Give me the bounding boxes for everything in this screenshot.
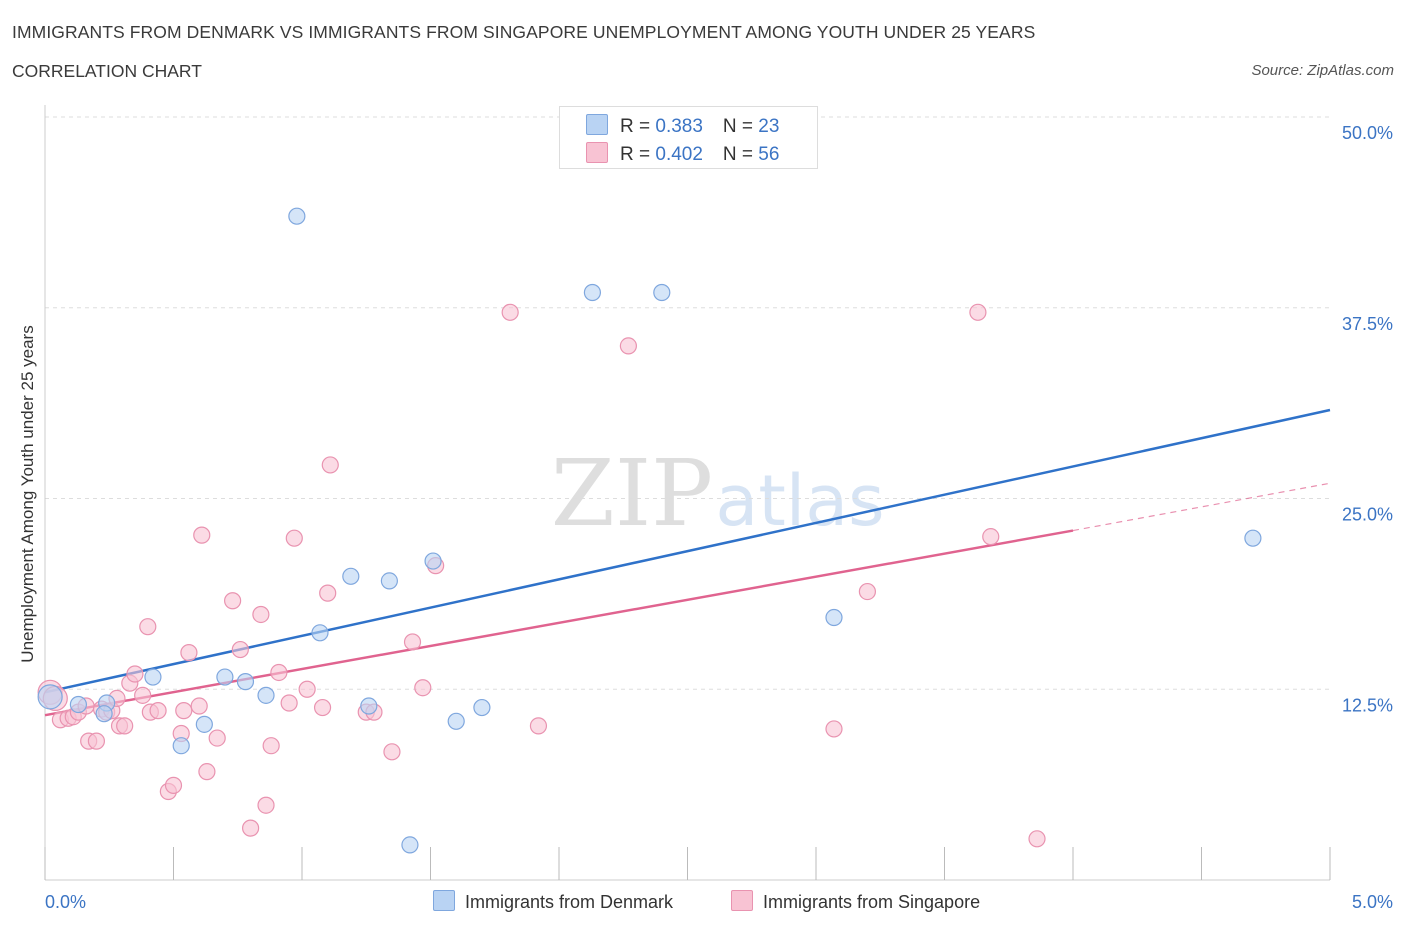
singapore-point-20 [149,702,167,720]
denmark-point-17 [447,712,465,730]
singapore-point-28 [198,763,216,781]
denmark-point-22 [1244,529,1262,547]
denmark-point-13 [360,697,378,715]
legend-label-singapore: Immigrants from Singapore [763,892,981,912]
denmark-point-5 [172,737,190,755]
singapore-swatch [586,142,608,163]
tick-labels: 12.5% 25.0% 37.5% 50.0% 0.0% 5.0% [45,123,1393,912]
singapore-point-18 [139,618,157,636]
legend-item-denmark: Immigrants from Denmark [433,890,673,913]
denmark-point-11 [311,624,329,642]
singapore-point-35 [262,737,280,755]
singapore-point-31 [231,640,249,659]
singapore-point-50 [529,717,548,735]
singapore-point-27 [193,526,211,544]
singapore-n-label: N = [722,144,759,165]
singapore-point-56 [1028,830,1046,848]
denmark-point-10 [288,207,306,225]
x-tick-label-1: 5.0% [1352,892,1393,912]
singapore-trend-extension [1072,482,1331,532]
singapore-point-42 [321,456,339,474]
singapore-point-41 [319,584,337,602]
singapore-n-value: 56 [758,144,780,165]
denmark-point-21 [825,608,843,627]
singapore-point-39 [298,680,316,698]
singapore-point-54 [969,303,987,321]
singapore-point-34 [257,796,275,814]
legend-swatch-denmark [433,890,455,911]
data-points [37,207,1262,854]
singapore-point-49 [501,303,519,321]
y-axis-label: Unemployment Among Youth under 25 years [18,325,37,663]
singapore-point-51 [619,337,637,355]
singapore-point-22 [164,776,183,794]
singapore-point-17 [134,686,152,704]
singapore-point-16 [126,665,144,683]
watermark-zip: ZIP [551,440,713,547]
singapore-point-32 [242,819,260,837]
denmark-point-20 [653,283,671,302]
y-tick-label-0: 12.5% [1342,695,1393,715]
denmark-point-1 [69,695,88,714]
singapore-point-37 [280,694,298,712]
singapore-point-25 [180,644,198,662]
singapore-point-30 [224,592,242,610]
legend-label-denmark: Immigrants from Denmark [465,892,674,912]
trend-lines [44,408,1331,717]
stats-legend: R = 0.383 N = 23 R = 0.402 N = 56 [559,106,818,169]
singapore-point-55 [982,528,1000,546]
singapore-point-33 [252,605,270,624]
denmark-r-label: R = [620,116,656,137]
axes [44,105,1331,881]
denmark-point-14 [380,572,398,590]
singapore-point-38 [285,529,303,547]
singapore-point-46 [403,633,422,651]
singapore-point-47 [414,679,432,697]
singapore-point-29 [208,729,226,747]
y-tick-label-3: 50.0% [1342,123,1393,143]
singapore-point-14 [116,717,134,735]
legend-swatch-singapore [731,890,753,911]
legend-row-denmark: R = 0.383 N = 23 [586,114,779,138]
denmark-point-19 [583,283,602,302]
singapore-point-40 [313,698,332,717]
legend-row-singapore: R = 0.402 N = 56 [586,142,779,166]
denmark-n-value: 23 [758,116,780,137]
chart-subtitle: CORRELATION CHART [12,61,202,81]
singapore-point-52 [825,720,843,738]
chart-title: IMMIGRANTS FROM DENMARK VS IMMIGRANTS FR… [12,22,1036,42]
denmark-point-4 [144,668,162,686]
denmark-point-3 [95,705,113,723]
singapore-point-36 [270,663,288,682]
denmark-point-7 [216,668,234,686]
y-tick-label-2: 37.5% [1342,314,1393,334]
y-tick-label-1: 25.0% [1342,505,1393,525]
denmark-point-6 [195,715,213,733]
denmark-point-15 [401,836,419,854]
watermark-atlas: atlas [715,460,884,542]
singapore-point-8 [87,732,106,750]
denmark-r-value: 0.383 [655,116,703,137]
singapore-point-45 [383,743,401,761]
singapore-point-26 [190,697,208,715]
singapore-point-53 [858,582,877,601]
denmark-trend-line [44,408,1331,694]
source-credit: Source: ZipAtlas.com [1251,62,1394,79]
denmark-point-9 [257,686,275,704]
x-tick-label-0: 0.0% [45,892,86,912]
denmark-swatch [586,114,608,135]
denmark-point-0 [37,684,63,710]
denmark-n-label: N = [722,116,759,137]
denmark-point-18 [473,698,491,717]
legend-item-singapore: Immigrants from Singapore [731,890,980,913]
denmark-point-8 [236,673,255,691]
singapore-point-24 [175,702,193,720]
singapore-trend-line [44,529,1074,717]
singapore-r-value: 0.402 [655,144,703,165]
denmark-point-12 [342,567,360,585]
singapore-r-label: R = [620,144,656,165]
denmark-point-16 [424,552,442,570]
